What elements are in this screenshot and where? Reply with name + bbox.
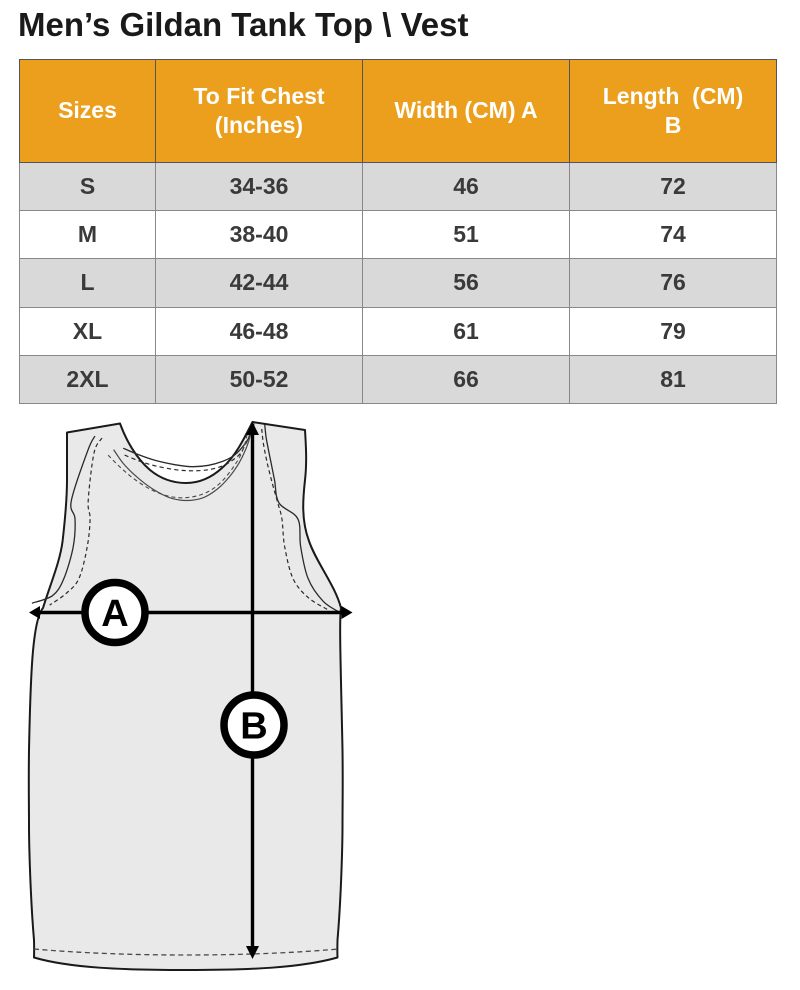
svg-text:B: B [240,706,267,748]
svg-text:A: A [101,593,128,635]
